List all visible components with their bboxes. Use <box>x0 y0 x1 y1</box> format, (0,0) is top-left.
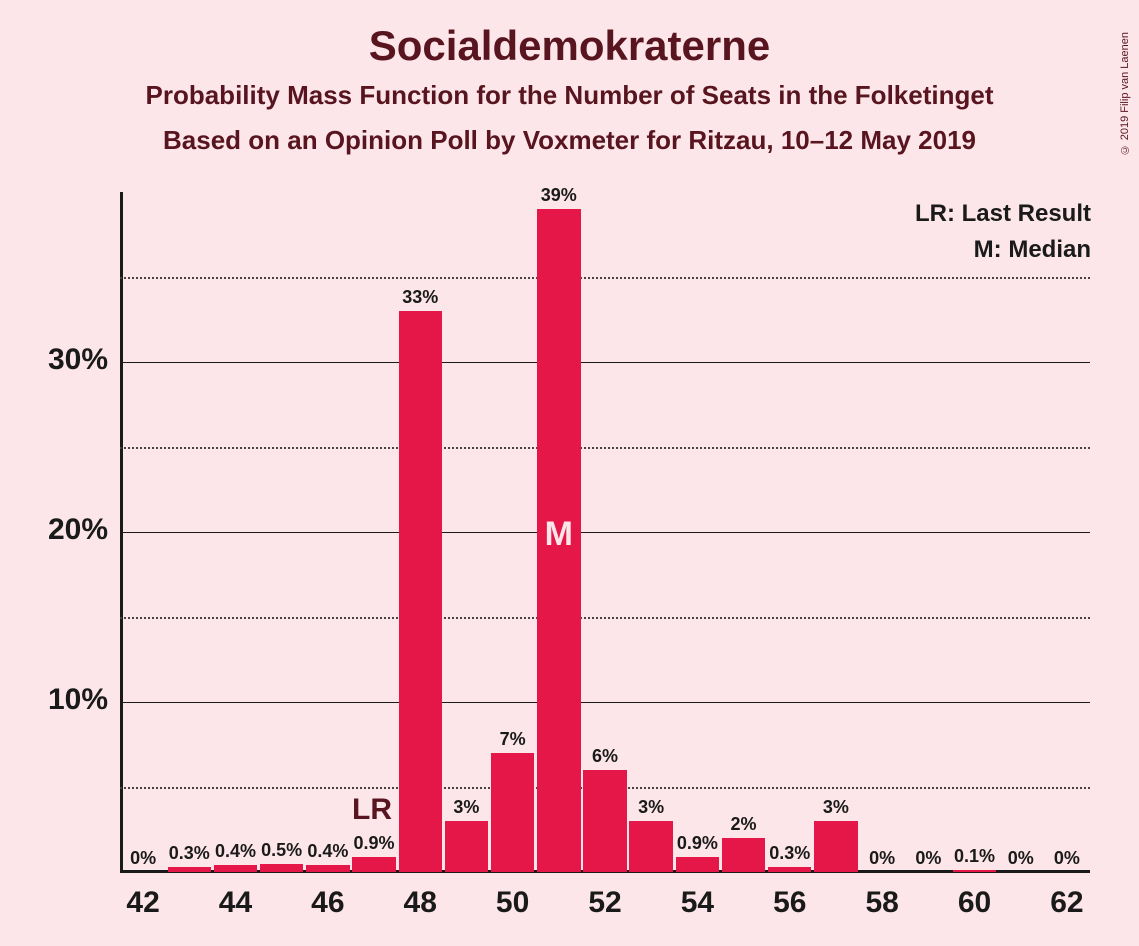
bar-value-label: 2% <box>714 814 774 835</box>
x-tick-label: 48 <box>390 886 450 920</box>
x-tick-label: 60 <box>945 886 1005 920</box>
bar <box>306 865 349 872</box>
gridline-major <box>120 362 1090 363</box>
bar-value-label: 0.9% <box>667 833 727 854</box>
bar <box>214 865 257 872</box>
chart-subtitle-1: Probability Mass Function for the Number… <box>0 80 1139 111</box>
x-tick-label: 44 <box>205 886 265 920</box>
bar-value-label: 3% <box>436 797 496 818</box>
bar-value-label: 39% <box>529 185 589 206</box>
x-tick-label: 50 <box>483 886 543 920</box>
bar-value-label: 33% <box>390 287 450 308</box>
bar <box>168 867 211 872</box>
gridline-minor <box>120 447 1090 449</box>
x-tick-label: 42 <box>113 886 173 920</box>
x-tick-label: 56 <box>760 886 820 920</box>
bar-value-label: 0.9% <box>344 833 404 854</box>
x-tick-label: 52 <box>575 886 635 920</box>
bar <box>491 753 534 872</box>
x-tick-label: 46 <box>298 886 358 920</box>
bar <box>953 870 996 872</box>
bar <box>722 838 765 872</box>
bar <box>583 770 626 872</box>
gridline-major <box>120 532 1090 533</box>
gridline-minor <box>120 277 1090 279</box>
x-tick-label: 54 <box>667 886 727 920</box>
gridline-minor <box>120 617 1090 619</box>
y-tick-label: 10% <box>48 683 108 717</box>
bar <box>352 857 395 872</box>
bar <box>768 867 811 872</box>
bar-value-label: 6% <box>575 746 635 767</box>
bar-value-label: 0.3% <box>760 843 820 864</box>
x-tick-label: 58 <box>852 886 912 920</box>
bar-value-label: 0% <box>1037 848 1097 869</box>
lr-marker: LR <box>352 793 392 827</box>
y-tick-label: 20% <box>48 513 108 547</box>
bar <box>814 821 857 872</box>
gridline-major <box>120 702 1090 703</box>
bar <box>676 857 719 872</box>
plot-area: 10%20%30%0%0.3%0.4%0.5%0.4%0.9%LR33%3%7%… <box>120 192 1090 872</box>
chart-subtitle-2: Based on an Opinion Poll by Voxmeter for… <box>0 125 1139 156</box>
y-tick-label: 30% <box>48 343 108 377</box>
bar <box>260 864 303 873</box>
bar <box>629 821 672 872</box>
chart-title: Socialdemokraterne <box>0 22 1139 70</box>
bar-value-label: 7% <box>483 729 543 750</box>
median-marker: M <box>535 515 583 554</box>
bar <box>445 821 488 872</box>
copyright-text: © 2019 Filip van Laenen <box>1119 32 1131 155</box>
bar <box>399 311 442 872</box>
bar-value-label: 3% <box>621 797 681 818</box>
bar-value-label: 3% <box>806 797 866 818</box>
x-tick-label: 62 <box>1037 886 1097 920</box>
